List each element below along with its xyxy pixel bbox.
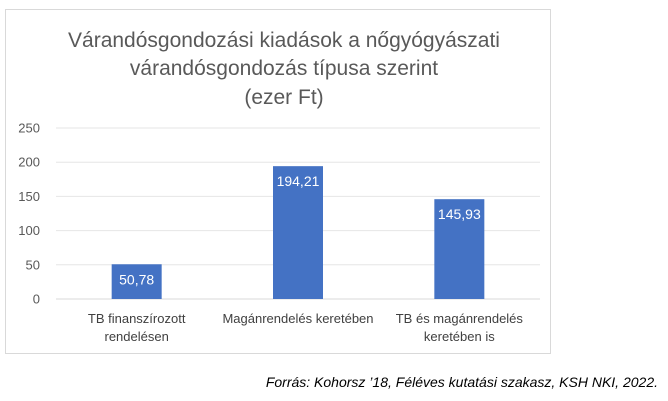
category-label: Magánrendelés keretében <box>222 311 373 326</box>
chart-title-line: (ezer Ft) <box>244 86 323 109</box>
source-note: Forrás: Kohorsz ’18, Féléves kutatási sz… <box>265 374 658 390</box>
y-tick-label: 100 <box>18 223 40 238</box>
y-tick-label: 0 <box>33 292 40 307</box>
bar <box>111 264 162 299</box>
y-tick-label: 250 <box>18 121 40 136</box>
data-labels: 50,78 194,21 145,93 <box>119 173 481 287</box>
category-label: TB finanszírozott <box>88 311 186 326</box>
data-label: 50,78 <box>119 271 154 287</box>
data-label: 145,93 <box>438 206 481 222</box>
y-axis-ticks: 0 50 100 150 200 250 <box>18 121 40 307</box>
category-label: TB és magánrendelés <box>396 311 524 326</box>
y-tick-label: 150 <box>18 189 40 204</box>
chart-frame: Várandósgondozási kiadások a nőgyógyásza… <box>5 9 551 354</box>
bar <box>273 166 323 299</box>
y-tick-label: 200 <box>18 155 40 170</box>
category-label: keretében is <box>424 329 495 344</box>
x-axis-categories: TB finanszírozott rendelésen Magánrendelés… <box>88 311 524 344</box>
bars <box>111 166 485 299</box>
chart-title-line: várandósgondozás típusa szerint <box>130 57 438 80</box>
data-label: 194,21 <box>277 173 320 189</box>
category-label: rendelésen <box>105 329 169 344</box>
chart-title-line: Várandósgondozási kiadások a nőgyógyásza… <box>68 29 500 52</box>
chart-title: Várandósgondozási kiadások a nőgyógyásza… <box>68 29 500 109</box>
bar-chart: Várandósgondozási kiadások a nőgyógyásza… <box>18 29 540 344</box>
bar <box>434 199 485 299</box>
y-tick-label: 50 <box>26 257 40 272</box>
